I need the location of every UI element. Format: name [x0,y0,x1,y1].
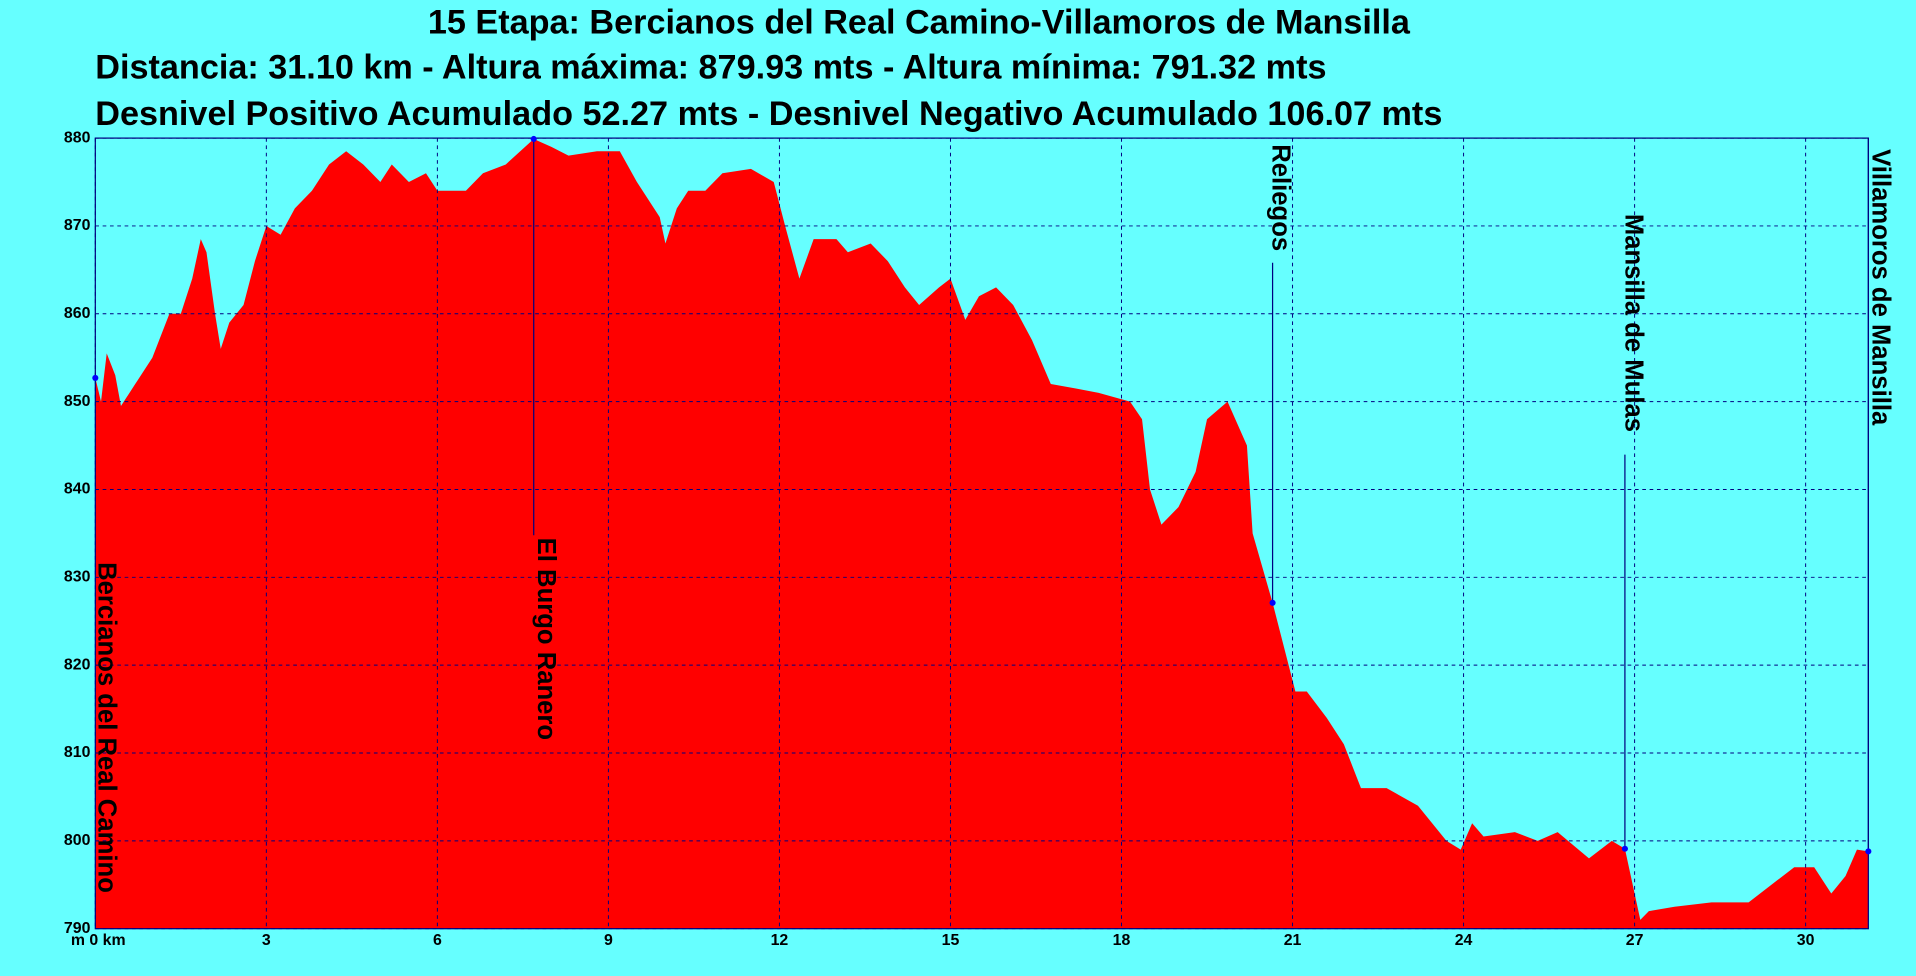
marker-dot [1621,845,1628,852]
y-tick-label: 820 [64,656,91,673]
marker-label: Mansilla de Mulas [1620,214,1648,432]
y-tick-label: 880 [64,129,91,146]
y-tick-label: 810 [64,744,91,761]
marker-label: Bercianos del Real Camino [92,562,120,893]
y-tick-label: 860 [64,305,91,322]
marker-label: El Burgo Ranero [532,538,560,740]
elevation-area [95,138,1869,929]
y-tick-label: 850 [64,393,91,410]
marker-dot [530,135,537,143]
marker-dot [92,374,99,381]
marker-label: Villamoros de Mansilla [1867,149,1895,426]
x-tick-label: 15 [942,932,960,949]
y-tick-label: 790 [64,920,91,937]
x-tick-label: 21 [1284,932,1302,949]
x-tick-label: 18 [1113,932,1131,949]
y-tick-label: 800 [64,832,91,849]
y-tick-label: 870 [64,217,91,234]
subtitle: Desnivel Positivo Acumulado 52.27 mts - … [95,95,1442,133]
y-tick-label: 830 [64,569,91,586]
marker-dot [1865,848,1872,855]
chart-title: 15 Etapa: Bercianos del Real Camino-Vill… [428,3,1411,41]
x-tick-label: 12 [771,932,789,949]
x-tick-label: m 0 km [71,932,126,949]
marker-label: Reliegos [1267,144,1295,251]
subtitle: Distancia: 31.10 km - Altura máxima: 879… [95,49,1326,87]
x-tick-label: 27 [1626,932,1644,949]
x-tick-label: 3 [262,932,271,949]
x-tick-label: 9 [604,932,613,949]
marker-dot [1269,599,1276,606]
x-tick-label: 6 [433,932,442,949]
x-tick-label: 30 [1797,932,1815,949]
x-tick-label: 24 [1455,932,1473,949]
y-tick-label: 840 [64,481,91,498]
